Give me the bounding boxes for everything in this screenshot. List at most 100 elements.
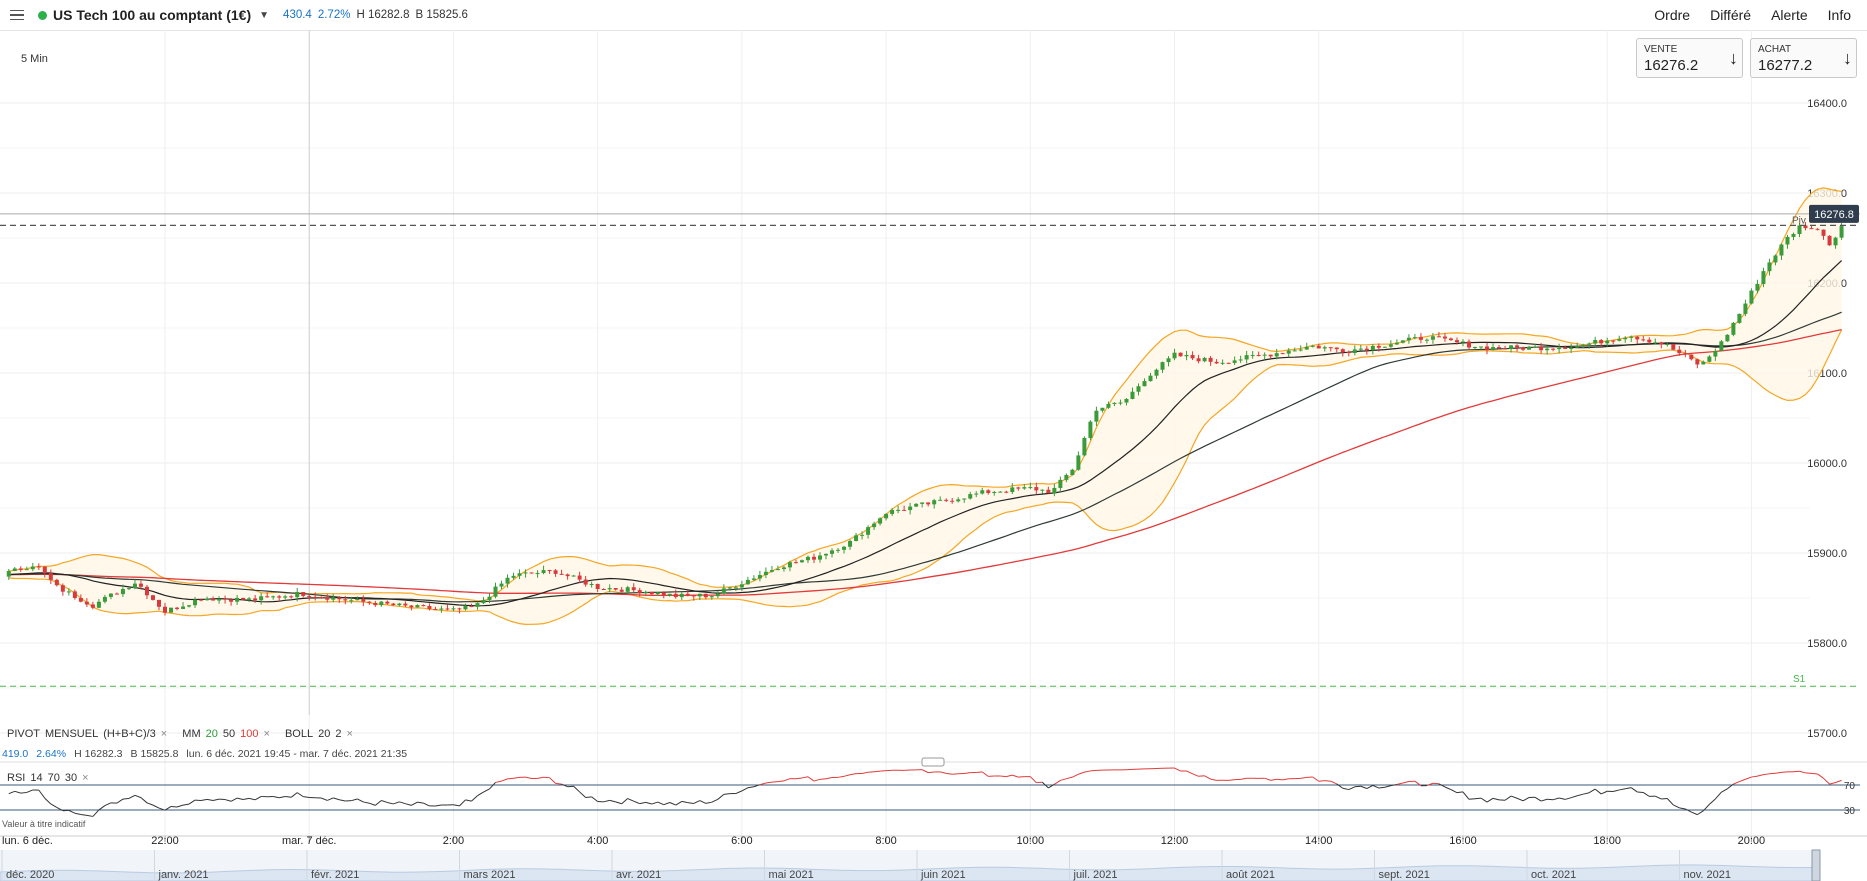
candle-body xyxy=(223,598,228,600)
rsi-segment xyxy=(1090,769,1097,772)
candle-body xyxy=(1737,313,1742,323)
nav-alert-button[interactable]: Alerte xyxy=(1771,7,1808,23)
rsi-segment xyxy=(1041,781,1049,789)
rsi-segment xyxy=(279,796,286,799)
rsi-segment xyxy=(1048,783,1055,789)
candle-body xyxy=(950,500,955,502)
rsi-label[interactable]: RSI xyxy=(7,772,26,784)
candle-body xyxy=(343,599,348,601)
rsi-segment xyxy=(170,805,178,808)
rsi-segment xyxy=(1012,774,1019,778)
rsi-segment xyxy=(825,777,833,780)
rsi-segment xyxy=(296,792,304,798)
rsi-segment xyxy=(1276,778,1283,781)
price-tick-label: 15700.0 xyxy=(1807,728,1847,740)
remove-pivot-icon[interactable]: × xyxy=(160,728,168,740)
rsi-segment xyxy=(759,782,767,786)
candle-body xyxy=(289,596,294,598)
candle-body xyxy=(1388,344,1393,347)
remove-rsi-icon[interactable]: × xyxy=(82,772,89,784)
rsi-segment xyxy=(1072,773,1079,778)
hamburger-menu-icon[interactable] xyxy=(10,9,24,21)
panel-resize-handle[interactable] xyxy=(921,757,945,767)
candle-body xyxy=(1713,350,1718,357)
rsi-segment xyxy=(405,803,412,806)
candle-body xyxy=(163,606,167,613)
rsi-segment xyxy=(1264,777,1271,781)
rsi-segment xyxy=(1655,795,1662,800)
candle-body xyxy=(932,500,937,505)
candle-body xyxy=(211,598,216,601)
rsi-segment xyxy=(621,798,629,805)
navigator-handle[interactable] xyxy=(1811,849,1821,881)
rsi-segment xyxy=(741,787,749,792)
timeframe-label[interactable]: 5 Min xyxy=(21,53,48,65)
candle-body xyxy=(667,593,672,596)
buy-quote-box[interactable]: ACHAT 16277.2 ↓ xyxy=(1750,38,1857,78)
candle-body xyxy=(1382,346,1387,348)
sell-quote-box[interactable]: VENTE 16276.2 ↓ xyxy=(1636,38,1743,78)
candle-body xyxy=(48,573,53,580)
rsi-segment xyxy=(946,772,953,775)
candle-body xyxy=(1731,322,1736,335)
navigator-label: déc. 2020 xyxy=(6,869,54,881)
candle-body xyxy=(421,605,426,607)
candle-body xyxy=(1160,362,1165,370)
candle-body xyxy=(181,606,186,609)
candle-body xyxy=(301,592,306,596)
candle-body xyxy=(1791,233,1796,237)
instrument-title[interactable]: US Tech 100 au comptant (1€) xyxy=(53,7,252,23)
pivot-legend[interactable]: PIVOT xyxy=(7,728,41,740)
ma100-line xyxy=(8,328,1842,597)
nav-order-button[interactable]: Ordre xyxy=(1654,7,1691,23)
rsi-segment xyxy=(1673,804,1680,809)
candle-body xyxy=(842,546,847,550)
candle-body xyxy=(1124,398,1129,403)
rsi-segment xyxy=(1324,780,1331,782)
sell-label: VENTE xyxy=(1644,44,1678,55)
rsi-segment xyxy=(801,776,809,779)
rsi-segment xyxy=(236,797,244,800)
candle-body xyxy=(691,595,696,597)
candle-body xyxy=(1424,339,1429,341)
price-tick-label: 15800.0 xyxy=(1807,638,1847,650)
rsi-segment xyxy=(849,773,857,776)
candle-body xyxy=(866,527,871,535)
nav-info-button[interactable]: Info xyxy=(1827,7,1851,23)
candle-body xyxy=(1250,355,1255,357)
candle-body xyxy=(331,597,336,600)
rsi-30-label: 30 xyxy=(1844,806,1856,817)
chevron-down-icon[interactable]: ▼ xyxy=(259,9,270,21)
candle-body xyxy=(1683,353,1688,355)
candle-body xyxy=(1671,343,1676,350)
rsi-segment xyxy=(1559,797,1566,800)
rsi-segment xyxy=(116,798,124,804)
rsi-segment xyxy=(477,791,484,797)
remove-boll-icon[interactable]: × xyxy=(346,728,353,740)
candle-body xyxy=(1815,228,1820,230)
rsi-70-label: 70 xyxy=(1844,781,1856,792)
candle-body xyxy=(908,506,913,511)
mm-50: 50 xyxy=(222,728,236,740)
time-tick-label: 12:00 xyxy=(1161,835,1189,847)
remove-mm-icon[interactable]: × xyxy=(263,728,270,740)
candle-body xyxy=(1238,359,1243,361)
rsi-segment xyxy=(1697,810,1704,816)
candle-body xyxy=(1448,338,1453,341)
rsi-segment xyxy=(1577,793,1584,797)
candle-body xyxy=(1515,345,1520,348)
candle-body xyxy=(793,562,798,564)
rsi-segment xyxy=(627,798,634,802)
candle-body xyxy=(974,493,979,495)
navigator-area xyxy=(0,864,1821,881)
boll-legend[interactable]: BOLL xyxy=(284,728,314,740)
candle-body xyxy=(1112,402,1117,404)
candle-body xyxy=(631,587,636,591)
candle-body xyxy=(938,499,943,501)
mm-legend[interactable]: MM xyxy=(182,728,201,740)
candle-body xyxy=(1503,348,1508,350)
market-open-indicator xyxy=(38,10,47,20)
candle-body xyxy=(1376,345,1381,348)
nav-deferred-button[interactable]: Différé xyxy=(1710,7,1752,23)
